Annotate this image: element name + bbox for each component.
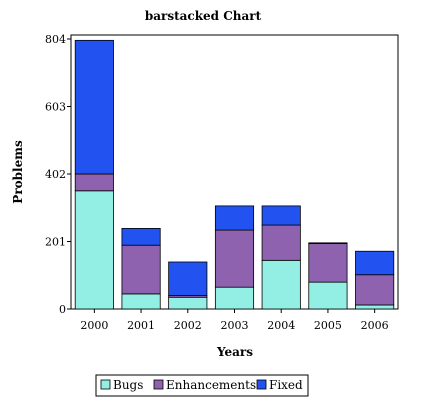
bars-group xyxy=(74,39,395,310)
legend-swatch-enhancements xyxy=(153,379,164,390)
bar-segment-fixed xyxy=(214,205,255,231)
bar-segment-fixed xyxy=(121,228,161,246)
x-tick-label: 2005 xyxy=(314,319,342,332)
bar-segment-fixed xyxy=(261,205,301,226)
bar-segment-bugs xyxy=(121,293,161,310)
y-tick-label: 402 xyxy=(45,168,66,181)
bar-segment-fixed xyxy=(355,250,395,276)
x-tick-label: 2000 xyxy=(80,319,108,332)
y-tick-label: 603 xyxy=(45,101,66,114)
y-axis-label: Problems xyxy=(11,140,25,204)
y-tick-label: 0 xyxy=(59,303,66,316)
bar-segment-bugs xyxy=(214,286,255,310)
x-tick-label: 2001 xyxy=(127,319,155,332)
bar-segment-bugs xyxy=(308,281,348,310)
bar-segment-fixed xyxy=(74,39,114,175)
x-tick-label: 2003 xyxy=(221,319,249,332)
legend-label-enhancements: Enhancements xyxy=(166,378,256,392)
x-tick-label: 2004 xyxy=(267,319,295,332)
bar-segment-bugs xyxy=(355,304,395,310)
bar-segment-enhancements xyxy=(261,224,301,261)
bar-segment-enhancements xyxy=(74,173,114,192)
bar-segment-enhancements xyxy=(214,229,255,288)
bar-segment-bugs xyxy=(74,190,114,310)
legend-label-fixed: Fixed xyxy=(269,378,303,392)
bar-segment-enhancements xyxy=(355,274,395,306)
x-tick-label: 2002 xyxy=(174,319,202,332)
legend-label-bugs: Bugs xyxy=(113,378,143,392)
legend-swatch-fixed xyxy=(256,379,267,390)
legend: Bugs Enhancements Fixed xyxy=(100,378,303,392)
x-axis-label: Years xyxy=(216,345,253,359)
bar-segment-bugs xyxy=(168,296,208,310)
y-tick-label: 201 xyxy=(45,236,66,249)
y-axis: 0 201 402 603 804 xyxy=(45,33,71,316)
bar-segment-fixed xyxy=(168,261,208,296)
bar-segment-bugs xyxy=(261,259,301,310)
bar-segment-enhancements xyxy=(308,243,348,283)
x-axis: 2000 2001 2002 2003 2004 2005 2006 xyxy=(80,309,389,332)
y-tick-label: 804 xyxy=(45,33,66,46)
bar-segment-fixed xyxy=(308,242,348,244)
chart-title: barstacked Chart xyxy=(145,9,262,23)
legend-box xyxy=(95,374,309,397)
x-tick-label: 2006 xyxy=(361,319,389,332)
bar-segment-enhancements xyxy=(121,244,161,295)
legend-swatch-bugs xyxy=(100,379,111,390)
